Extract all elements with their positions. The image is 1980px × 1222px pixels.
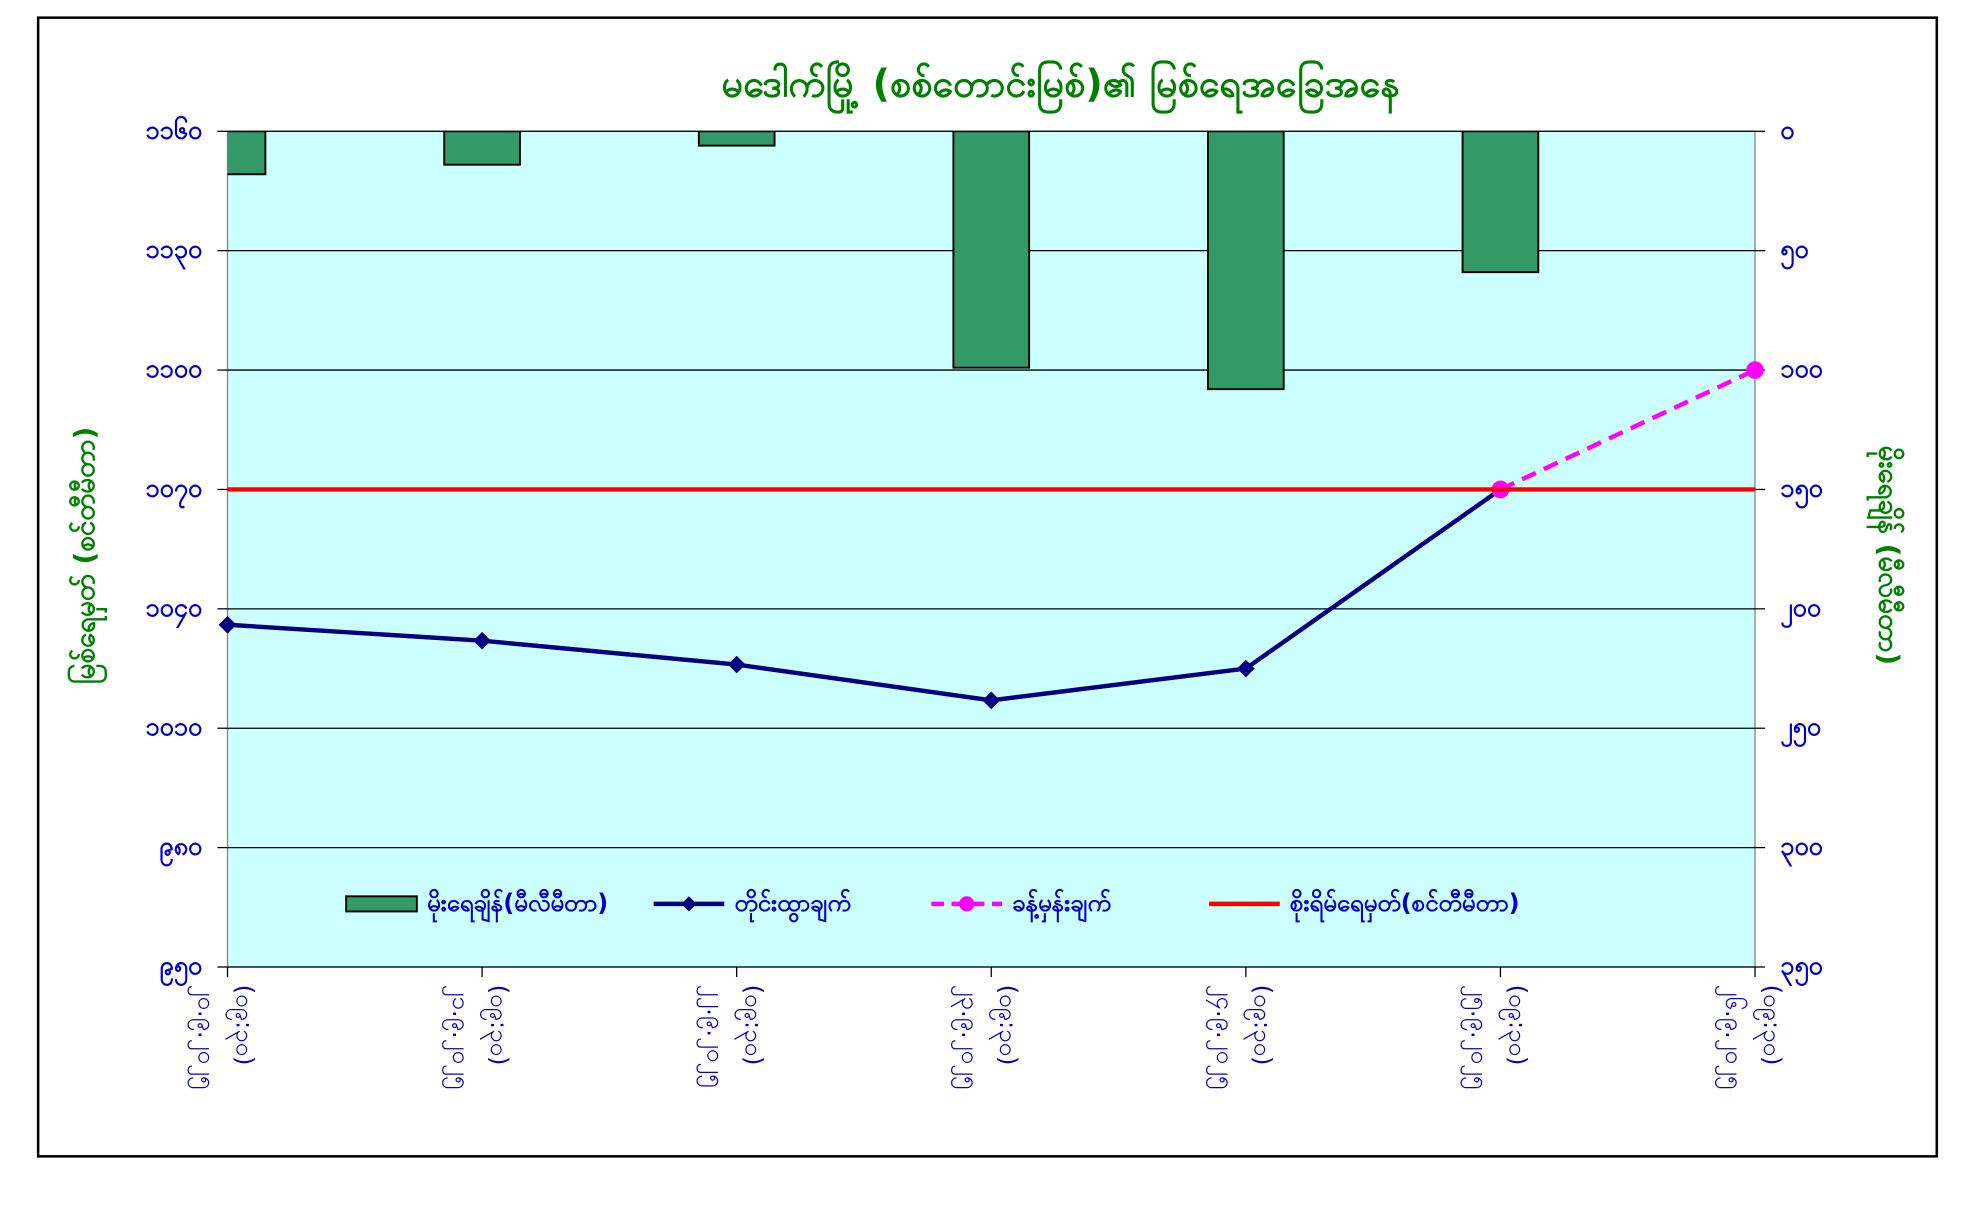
x-tick-label-box: ၂၃.၉.၂၀၂၅ (၀၉:၃၀) xyxy=(955,984,1022,1090)
bar xyxy=(1461,131,1540,274)
x-tick-label-box: ၂၀.၉.၂၀၂၅ (၀၉:၃၀) xyxy=(192,984,258,1090)
y-tick-label: ၁၁၆၀ xyxy=(145,115,202,144)
x-tick-label: ၂၂.၉.၂၀၂၅ (၀၉:၃၀) xyxy=(701,984,767,1088)
marker xyxy=(1746,361,1764,379)
marker xyxy=(727,655,746,674)
bar xyxy=(1207,131,1285,391)
y2-axis-title: မိုးရေချိန် (မီလီမီတာ) xyxy=(1866,446,1907,666)
x-tick-label: ၂၃.၉.၂၀၂၅ (၀၉:၃၀) xyxy=(955,984,1022,1090)
marker xyxy=(473,631,491,650)
bar xyxy=(443,131,521,166)
x-tick-label-box: ၂၅.၉.၂၀၂၅ (၀၉:၃၀) xyxy=(1465,984,1531,1090)
legend-swatch xyxy=(345,895,418,913)
x-tick-label: ၂၅.၉.၂၀၂၅ (၀၉:၃၀) xyxy=(1465,984,1531,1090)
x-tick-label: ၂၄.၉.၂၀၂၅ (၀၉:၃၀) xyxy=(1210,984,1277,1090)
y2-tick-label: ၀ xyxy=(1780,115,1794,144)
bar xyxy=(952,131,1031,369)
bar xyxy=(697,131,776,147)
legend-marker xyxy=(959,896,975,912)
x-tick-label: ၂၁.၉.၂၀၂၅ (၀၉:၃၀) xyxy=(446,984,513,1090)
marker xyxy=(1237,659,1255,678)
y-tick-label: ၁၁၀၀ xyxy=(145,354,202,383)
x-tick-label-box: ၂၄.၉.၂၀၂၅ (၀၉:၃၀) xyxy=(1210,984,1277,1090)
y2-tick-label: ၁၀၀ xyxy=(1780,354,1823,383)
x-tick-label: ၂၆.၉.၂၀၂၅ (၀၉:၃၀) xyxy=(1719,984,1786,1090)
x-tick-label-box: ၂၂.၉.၂၀၂၅ (၀၉:၃၀) xyxy=(701,984,767,1088)
line xyxy=(227,487,1502,703)
y-tick-label: ၁၀၁၀ xyxy=(145,712,202,741)
y-axis-title: မြစ်ရေမှတ် (စင်တီမီတာ) xyxy=(66,427,108,684)
marker xyxy=(982,691,1001,710)
x-tick-label-box: ၂၁.၉.၂၀၂၅ (၀၉:၃၀) xyxy=(446,984,513,1090)
legend-marker xyxy=(681,896,697,912)
plot-clip xyxy=(227,131,1540,391)
x-tick-label-box: ၂၆.၉.၂၀၂၅ (၀၉:၃၀) xyxy=(1719,984,1786,1090)
bar xyxy=(227,131,267,176)
x-tick-label: ၂၀.၉.၂၀၂၅ (၀၉:၃၀) xyxy=(192,984,258,1090)
chart-title: မဒေါက်မြို့ (စစ်တောင်းမြစ်)၏ မြစ်ရေအခြေအ… xyxy=(722,60,1400,114)
